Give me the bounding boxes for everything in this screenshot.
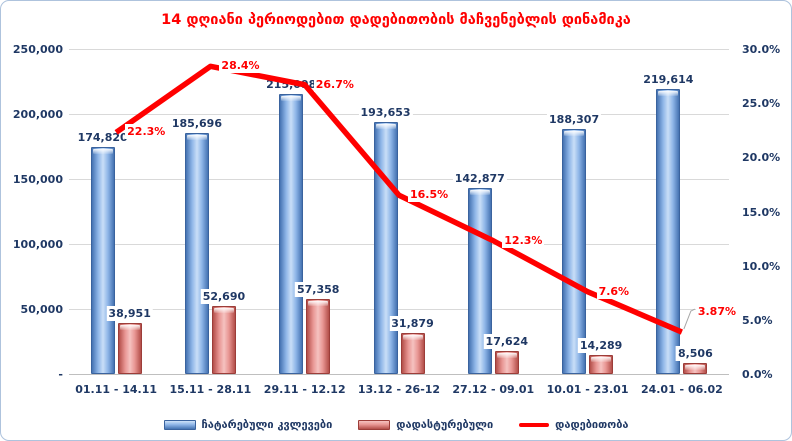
tests-value-label: 142,877 — [452, 171, 507, 186]
right-axis-tick: 15.0% — [742, 205, 781, 219]
confirmed-value-label: 52,690 — [200, 289, 248, 304]
positivity-percent-label: 7.6% — [596, 283, 632, 299]
category-label: 13.12 - 26-12 — [357, 383, 441, 396]
right-axis-tick: 10.0% — [742, 259, 781, 273]
label-leader-line — [683, 308, 696, 330]
left-axis-tick: 150,000 — [12, 173, 63, 186]
confirmed-value-label: 14,289 — [577, 338, 625, 353]
positivity-percent-label: 3.87% — [695, 304, 739, 320]
positivity-percent-label: 28.4% — [219, 58, 262, 74]
left-axis-tick: 100,000 — [12, 238, 63, 251]
positivity-line — [114, 63, 683, 335]
tests-bar — [373, 122, 398, 374]
gridline — [69, 179, 729, 180]
legend-item-positivity: დადებითობა — [519, 418, 628, 431]
positivity-percent-label: 16.5% — [408, 187, 451, 203]
legend-label: ჩატარებული კვლევები — [201, 418, 333, 431]
confirmed-value-label: 31,879 — [389, 316, 436, 331]
positivity-line-layer — [114, 63, 696, 335]
right-axis-tick: 5.0% — [742, 313, 773, 327]
right-axis-tick: 25.0% — [742, 97, 781, 111]
legend-swatch-confirmed-bar — [358, 419, 391, 430]
confirmed-bar — [589, 355, 614, 374]
category-label: 29.11 - 12.12 — [263, 383, 346, 396]
tests-bar — [184, 133, 209, 374]
left-axis-tick: - — [58, 368, 63, 381]
confirmed-bar — [211, 306, 236, 374]
legend-label: დადებითობა — [555, 418, 629, 431]
tests-value-label: 193,653 — [358, 105, 413, 120]
plot-area: 250,000 200,000 150,000 100,000 50,000 - 30.0%… — [13, 43, 780, 396]
confirmed-value-label: 8,506 — [675, 346, 715, 361]
gridline — [69, 374, 729, 375]
left-axis-tick: 200,000 — [12, 108, 63, 121]
category-label: 01.11 - 14.11 — [75, 383, 158, 396]
gridline — [69, 49, 729, 50]
legend: ჩატარებული კვლევები დადასტურებული დადებითო… — [1, 418, 791, 431]
legend-item-confirmed: დადასტურებული — [358, 418, 493, 431]
tests-value-label: 185,696 — [169, 116, 224, 131]
left-axis-tick: 250,000 — [12, 43, 63, 56]
tests-value-label: 219,614 — [641, 72, 696, 87]
right-axis-tick: 20.0% — [742, 151, 781, 165]
tests-bar — [562, 129, 587, 374]
confirmed-value-label: 57,358 — [294, 282, 342, 297]
confirmed-bar — [400, 333, 425, 374]
legend-item-tests: ჩატარებული კვლევები — [163, 418, 333, 431]
confirmed-bar — [117, 323, 142, 374]
tests-value-label: 188,307 — [547, 112, 602, 127]
category-label: 24.01 - 06.02 — [640, 383, 723, 396]
confirmed-value-label: 38,951 — [106, 306, 153, 321]
chart-title: 14 დღიანი პერიოდებით დადებითობის მაჩვენე… — [161, 12, 631, 28]
confirmed-bar — [494, 351, 519, 374]
legend-swatch-tests-bar — [163, 419, 196, 430]
tests-bar — [279, 94, 304, 374]
positivity-percent-label: 22.3% — [125, 124, 168, 140]
positivity-percent-label: 12.3% — [502, 232, 545, 248]
tests-value-label: 174,820 — [75, 130, 130, 145]
category-label: 27.12 - 09.01 — [452, 383, 535, 396]
legend-swatch-positivity-line — [519, 422, 550, 427]
right-axis-tick: 0.0% — [742, 368, 773, 381]
right-axis-tick: 30.0% — [742, 43, 781, 56]
confirmed-bar — [683, 363, 708, 374]
category-label: 10.01 - 23.01 — [546, 383, 629, 396]
tests-bar — [90, 147, 115, 374]
category-label: 15.11 - 28.11 — [169, 383, 252, 396]
legend-label: დადასტურებული — [396, 418, 494, 431]
left-axis-tick: 50,000 — [20, 303, 63, 316]
confirmed-value-label: 17,624 — [483, 334, 531, 349]
gridline — [69, 309, 729, 310]
confirmed-bar — [306, 299, 331, 374]
gridline — [69, 244, 729, 245]
positivity-percent-label: 26.7% — [313, 76, 356, 92]
